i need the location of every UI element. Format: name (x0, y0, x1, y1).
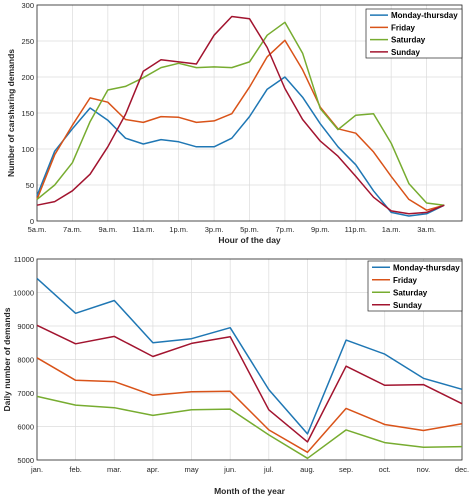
series-line-monday-thursday (36, 277, 463, 435)
x-tick-label: oct. (379, 465, 391, 474)
legend-label: Monday-thursday (391, 11, 458, 20)
y-tick-label: 300 (21, 1, 34, 10)
y-tick-label: 250 (21, 37, 34, 46)
x-tick-label: may (184, 465, 198, 474)
x-tick-label: 3a.m. (417, 225, 436, 234)
x-tick-label: jun. (223, 465, 236, 474)
legend-label: Friday (391, 23, 416, 32)
x-axis-label: Hour of the day (218, 235, 281, 245)
x-tick-label: sep. (339, 465, 353, 474)
x-tick-label: aug. (300, 465, 315, 474)
x-tick-label: 5a.m. (28, 225, 47, 234)
x-tick-label: jul. (263, 465, 274, 474)
legend-box (367, 260, 463, 312)
legend-label: Friday (393, 276, 418, 285)
legend: Monday-thursday Friday Saturday Sunday (367, 260, 463, 312)
x-tick-label: 1p.m. (169, 225, 188, 234)
x-tick-label: 7p.m. (276, 225, 295, 234)
series-line-friday (36, 357, 463, 454)
series-line-friday (36, 39, 445, 211)
series-line-saturday (36, 395, 463, 460)
legend-label: Saturday (391, 36, 426, 45)
y-axis-label: Number of carsharing demands (6, 49, 16, 177)
x-tick-label: 5p.m. (240, 225, 259, 234)
axes-box (36, 258, 463, 461)
x-tick-label: 11a.m. (132, 225, 154, 234)
legend-label: Sunday (391, 48, 420, 57)
chart-monthly-demands: 5000 6000 7000 8000 9000 10000 11000 jan. feb. ma… (2, 255, 469, 496)
legend-label: Monday-thursday (393, 263, 460, 272)
x-tick-label: 11p.m. (345, 225, 367, 234)
x-tick-label: 1a.m. (382, 225, 401, 234)
y-tick-label: 100 (21, 145, 34, 154)
series-line-sunday (36, 15, 445, 215)
x-tick-label: apr. (147, 465, 160, 474)
y-axis-label: Daily number of demands (2, 307, 12, 411)
x-tick-label: 7a.m. (63, 225, 82, 234)
x-tick-label: mar. (107, 465, 122, 474)
y-tick-label: 9000 (17, 322, 34, 331)
y-tick-label: 0 (30, 217, 34, 226)
y-tick-label: 200 (21, 73, 34, 82)
y-tick-label: 50 (26, 181, 34, 190)
x-tick-label: jan. (30, 465, 43, 474)
x-axis-label: Month of the year (214, 486, 286, 496)
chart-hourly-demands: 0 50 100 150 200 250 300 5a.m. 7a.m. 9a.m. 11a.m. 1… (6, 1, 463, 245)
y-tick-label: 150 (21, 109, 34, 118)
series-line-saturday (36, 21, 445, 206)
x-tick-label: 3p.m. (205, 225, 224, 234)
legend-label: Saturday (393, 288, 428, 297)
x-tick-label: feb. (69, 465, 82, 474)
legend-box (365, 8, 463, 59)
axes-box (36, 4, 463, 222)
y-tick-label: 11000 (14, 255, 34, 264)
legend-label: Sunday (393, 301, 422, 310)
y-tick-label: 8000 (17, 356, 34, 365)
y-tick-label: 5000 (17, 456, 34, 465)
x-tick-label: nov. (417, 465, 431, 474)
x-tick-label: 9a.m. (98, 225, 117, 234)
x-tick-label: dec. (455, 465, 469, 474)
legend: Monday-thursday Friday Saturday Sunday (365, 8, 463, 59)
y-tick-label: 10000 (13, 289, 34, 298)
x-tick-label: 9p.m. (311, 225, 330, 234)
y-tick-label: 6000 (17, 423, 34, 432)
series-line-monday-thursday (36, 76, 445, 217)
series-line-sunday (36, 324, 463, 443)
y-tick-label: 7000 (17, 389, 34, 398)
